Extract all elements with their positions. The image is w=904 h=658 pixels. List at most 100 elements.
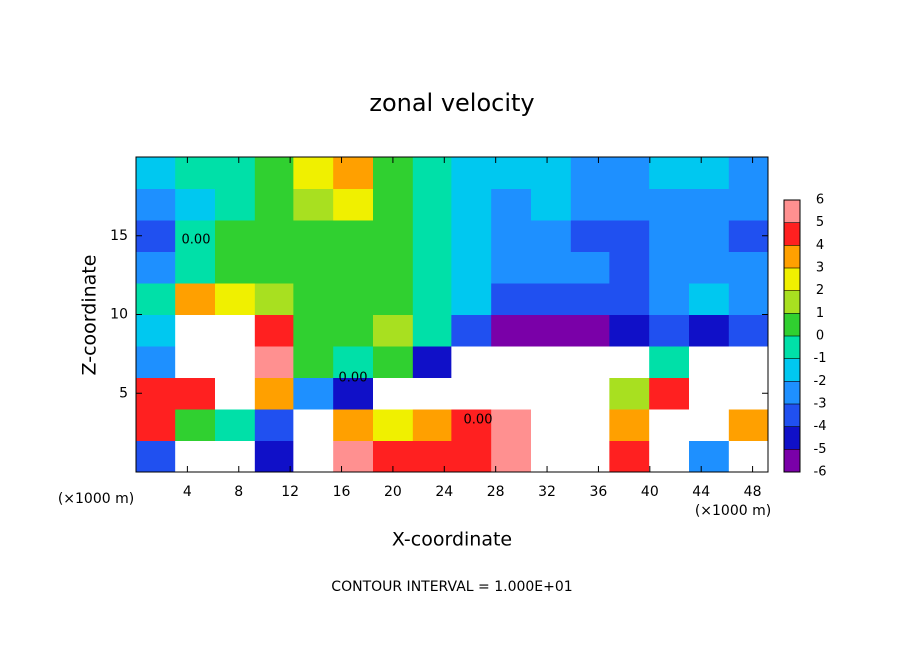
field-cell [373, 220, 414, 252]
field-cell [649, 440, 690, 473]
field-cell [728, 314, 769, 347]
field-cell [333, 377, 374, 410]
field-cell [175, 377, 216, 410]
field-cell [451, 157, 492, 189]
field-cell [254, 440, 296, 473]
field-cell [491, 377, 532, 410]
field-cell [728, 440, 769, 473]
footnote: CONTOUR INTERVAL = 1.000E+01 [331, 579, 572, 595]
field-cell [412, 409, 454, 441]
field-cell [293, 314, 334, 347]
colorbar-label: -2 [814, 374, 827, 389]
field-cell [215, 220, 256, 252]
field-cell [451, 188, 492, 221]
field-cell [373, 377, 414, 410]
field-cell [412, 157, 454, 189]
field-cell [649, 346, 690, 378]
field-cell [215, 409, 256, 441]
field-cell [451, 251, 492, 284]
colorbar-label: 5 [816, 215, 824, 230]
field-cell [412, 220, 454, 252]
field-cell [689, 157, 730, 189]
colorbar-swatch [784, 245, 800, 268]
field-cell [373, 283, 414, 315]
field-cell [649, 314, 690, 347]
field-cell [293, 283, 334, 315]
field-cell [570, 188, 612, 221]
field-cell [570, 283, 612, 315]
field-cell [728, 409, 769, 441]
field-cell [175, 220, 216, 252]
field-cell [412, 314, 454, 347]
field-cell [728, 188, 769, 221]
colorbar-label: 4 [816, 238, 824, 253]
field-cell [333, 314, 374, 347]
field-cell [649, 188, 690, 221]
contour-label: 0.00 [339, 371, 368, 386]
x-tick-label: 12 [281, 484, 299, 500]
field-cell [491, 188, 532, 221]
field-cell [491, 157, 532, 189]
field-cell [609, 251, 650, 284]
field-cell [689, 440, 730, 473]
field-cell [175, 283, 216, 315]
colorbar-label: -1 [814, 351, 827, 366]
field-cell [136, 314, 176, 347]
field-cell [531, 251, 572, 284]
y-tick-label: 10 [110, 307, 128, 323]
field-cell [609, 409, 650, 441]
x-tick-label: 24 [435, 484, 453, 500]
field-cell [175, 440, 216, 473]
x-tick-label: 4 [183, 484, 192, 500]
field-cell [728, 346, 769, 378]
field-cell [689, 409, 730, 441]
field-cell [136, 409, 176, 441]
field-cell [570, 157, 612, 189]
field-cell [254, 283, 296, 315]
colorbar-label: 3 [816, 261, 824, 276]
field-cell [254, 377, 296, 410]
field-cell [728, 377, 769, 410]
field-cell [333, 283, 374, 315]
field-cell [412, 283, 454, 315]
field-cell [649, 220, 690, 252]
colorbar-label: 2 [816, 283, 824, 298]
field-cell [136, 188, 176, 221]
field-cell [293, 377, 334, 410]
y-tick-label: 5 [119, 385, 128, 401]
field-cell [570, 440, 612, 473]
field-cell [491, 283, 532, 315]
field-cell [293, 409, 334, 441]
field-cell [254, 188, 296, 221]
field-cell [689, 283, 730, 315]
field-cell [175, 157, 216, 189]
field-cell [254, 251, 296, 284]
field-cell [609, 157, 650, 189]
field-cell [333, 251, 374, 284]
field-cell [609, 314, 650, 347]
contour-label: 0.00 [464, 413, 493, 428]
field-cell [609, 188, 650, 221]
field-cell [689, 220, 730, 252]
colorbar-label: -5 [814, 442, 827, 457]
field-cell [412, 188, 454, 221]
colorbar-label: 6 [816, 193, 824, 208]
field-cell [728, 251, 769, 284]
colorbar-label: -6 [814, 465, 827, 480]
field-cell [333, 188, 374, 221]
field-cell [175, 251, 216, 284]
field-cell [491, 220, 532, 252]
colorbar-swatch [784, 426, 800, 450]
field-cell [254, 314, 296, 347]
field-cell [649, 377, 690, 410]
field-cell [215, 440, 256, 473]
field-cell [531, 188, 572, 221]
field-cell [531, 440, 572, 473]
field-cell [491, 346, 532, 378]
field-cell [136, 346, 176, 378]
field-cell [649, 283, 690, 315]
colorbar-label: -3 [814, 397, 827, 412]
colorbar-label: 1 [816, 306, 824, 321]
field-cell [531, 409, 572, 441]
